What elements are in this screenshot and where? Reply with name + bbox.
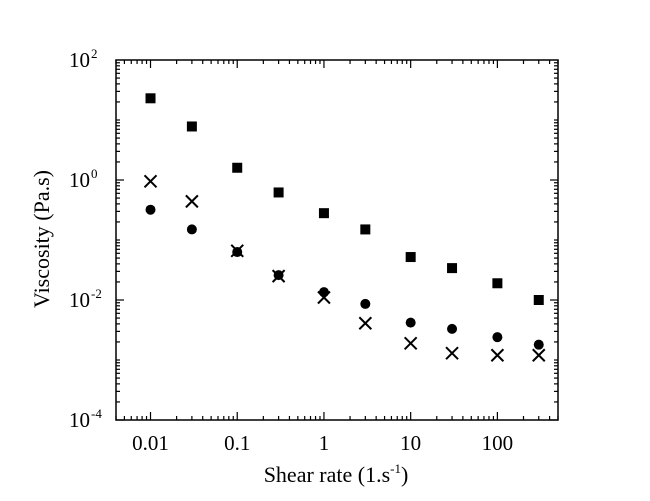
y-tick-label: 10 [69,168,90,192]
circle-point [492,332,503,343]
cross-point [490,348,505,362]
square-point [447,263,458,274]
cross-point [403,336,418,350]
x-axis-title: Shear rate (1.s-1) [264,461,409,487]
cross-stroke [230,244,244,258]
square-point [533,295,544,305]
data-markers [143,93,546,362]
cross-stroke [317,290,331,305]
x-tick-label: 0.1 [224,431,250,455]
square-point [405,252,416,263]
y-axis-title: Viscosity (Pa.s) [29,170,54,308]
square-point [273,187,284,198]
y-tick-exponent: -4 [91,406,102,421]
y-tick-exponent: 2 [91,46,98,61]
square-point [318,208,329,219]
square-point [145,93,156,104]
cross-stroke [532,348,546,362]
x-tick-label: 100 [482,431,514,455]
y-tick-label: 10 [69,408,90,432]
x-tick-label: 0.01 [132,431,169,455]
cross-stroke [358,316,373,330]
x-axis: 0.01 0.1 1 10 100 [115,60,559,455]
cross-stroke [403,336,418,350]
square-point [492,278,503,289]
cross-stroke [490,348,505,362]
circle-point [145,204,156,215]
cross-stroke [185,194,199,209]
cross-point [185,194,199,209]
circle-point [533,339,544,350]
square-point [186,121,197,132]
circle-point [318,287,329,298]
cross-stroke [143,174,158,189]
cross-stroke [271,269,286,283]
cross-point [317,290,331,305]
y-tick-exponent: 0 [91,166,98,181]
circle-point [447,323,458,334]
x-tick-label: 10 [400,431,421,455]
cross-point [143,174,158,189]
cross-point [532,348,546,362]
circle-point [360,298,371,309]
cross-point [445,346,459,360]
cross-point [271,269,286,283]
square-point [232,162,243,173]
plot-border [115,59,559,421]
cross-point [358,316,373,330]
circle-point [186,224,197,235]
y-tick-label: 10 [69,288,90,312]
x-tick-label: 1 [319,431,330,455]
square-point [360,224,371,235]
plot-frame [115,59,559,421]
circle-point [405,317,416,328]
y-tick-label: 10 [69,48,90,72]
y-tick-exponent: -2 [91,286,102,301]
cross-point [230,244,244,258]
cross-stroke [445,346,459,360]
